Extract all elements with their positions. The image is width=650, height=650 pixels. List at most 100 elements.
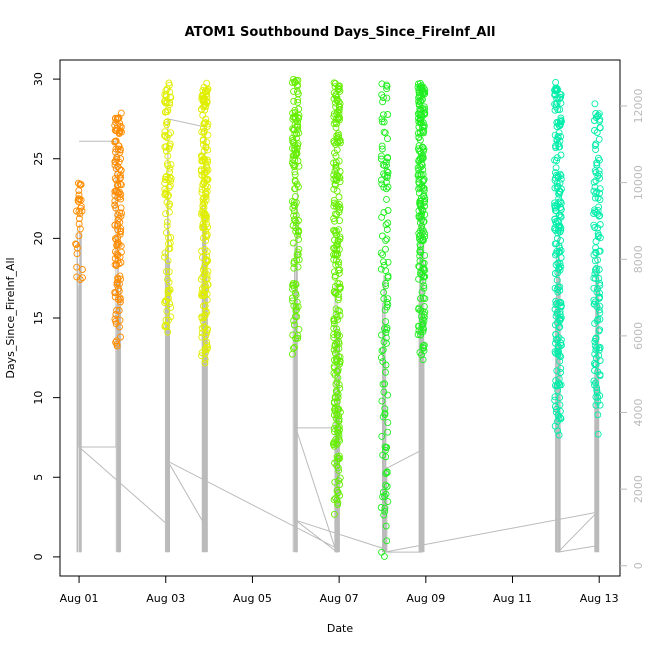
data-point (552, 336, 560, 343)
data-point (420, 303, 428, 311)
data-point (290, 321, 298, 329)
data-point (166, 182, 174, 190)
data-point (332, 124, 340, 132)
data-point (113, 281, 121, 289)
data-point (595, 135, 603, 143)
data-point (295, 227, 303, 235)
data-point (73, 263, 81, 271)
data-point (592, 335, 599, 343)
data-point (113, 250, 121, 258)
data-point (335, 466, 343, 474)
data-point (203, 97, 211, 105)
data-point (384, 135, 391, 143)
data-point (165, 81, 173, 89)
data-point (383, 482, 391, 490)
data-point (198, 314, 206, 322)
data-point (295, 235, 303, 243)
data-point (293, 134, 300, 142)
trace-line (78, 118, 599, 554)
data-point (592, 334, 600, 342)
data-point (378, 397, 386, 405)
series-cluster (72, 179, 86, 283)
data-point (415, 189, 423, 197)
data-point (557, 151, 565, 159)
data-point (592, 401, 600, 409)
data-point (117, 259, 125, 266)
data-point (382, 522, 390, 530)
data-point (295, 325, 303, 333)
data-point (590, 210, 598, 217)
data-point (380, 511, 388, 519)
data-point (384, 183, 392, 191)
data-point (166, 286, 174, 294)
data-point (557, 299, 565, 307)
data-point (384, 498, 392, 506)
x-axis-label: Date (327, 622, 354, 635)
data-point (332, 305, 340, 313)
x-tick-label: Aug 01 (60, 592, 99, 605)
data-point (201, 356, 209, 363)
data-point (553, 367, 561, 375)
data-point (383, 235, 391, 243)
data-point (383, 94, 391, 102)
y-tick-label: 20 (32, 231, 45, 245)
data-point (381, 172, 389, 180)
data-point (200, 270, 208, 278)
data-point (333, 250, 341, 257)
data-point (200, 264, 208, 272)
data-point (419, 273, 427, 281)
data-point (331, 371, 339, 379)
data-point (554, 260, 562, 268)
data-point (291, 121, 299, 129)
data-point (377, 152, 385, 160)
data-point (553, 119, 561, 126)
data-point (202, 144, 210, 152)
data-point (166, 300, 174, 308)
data-point (384, 274, 392, 281)
data-point (382, 318, 390, 326)
series-cluster (551, 78, 565, 439)
data-point (331, 289, 339, 297)
data-point (379, 358, 387, 366)
data-point (380, 183, 388, 191)
data-point (204, 223, 212, 231)
data-point (167, 304, 175, 312)
data-point (378, 142, 386, 150)
data-point (594, 111, 602, 119)
data-point (382, 368, 389, 376)
data-point (595, 327, 603, 335)
data-point (596, 221, 604, 228)
data-point (379, 251, 387, 259)
y-axis: 0 5 10 15 20 25 30 (32, 72, 60, 560)
data-point (336, 384, 344, 392)
data-point (596, 174, 604, 182)
data-point (417, 97, 424, 105)
data-point (595, 110, 603, 118)
data-point (291, 343, 298, 351)
data-point (201, 359, 209, 367)
data-point (76, 195, 84, 203)
data-point (117, 155, 125, 163)
data-point (75, 191, 83, 199)
data-point (335, 84, 343, 92)
data-point (383, 443, 391, 451)
data-point (593, 386, 601, 394)
data-point (382, 469, 390, 477)
data-point (551, 199, 559, 207)
data-point (595, 203, 603, 211)
data-point (416, 197, 424, 205)
data-point (551, 321, 559, 329)
data-point (421, 105, 429, 113)
data-point (594, 230, 602, 238)
data-point (335, 157, 343, 165)
data-point (295, 217, 302, 224)
data-point (113, 337, 120, 345)
y2-tick-label: 10000 (632, 165, 645, 200)
data-point (162, 143, 170, 151)
data-point (117, 225, 125, 233)
data-point (198, 153, 206, 161)
x-tick-label: Aug 07 (320, 592, 359, 605)
data-point (75, 232, 83, 240)
data-point (377, 354, 385, 362)
data-point (165, 245, 173, 253)
